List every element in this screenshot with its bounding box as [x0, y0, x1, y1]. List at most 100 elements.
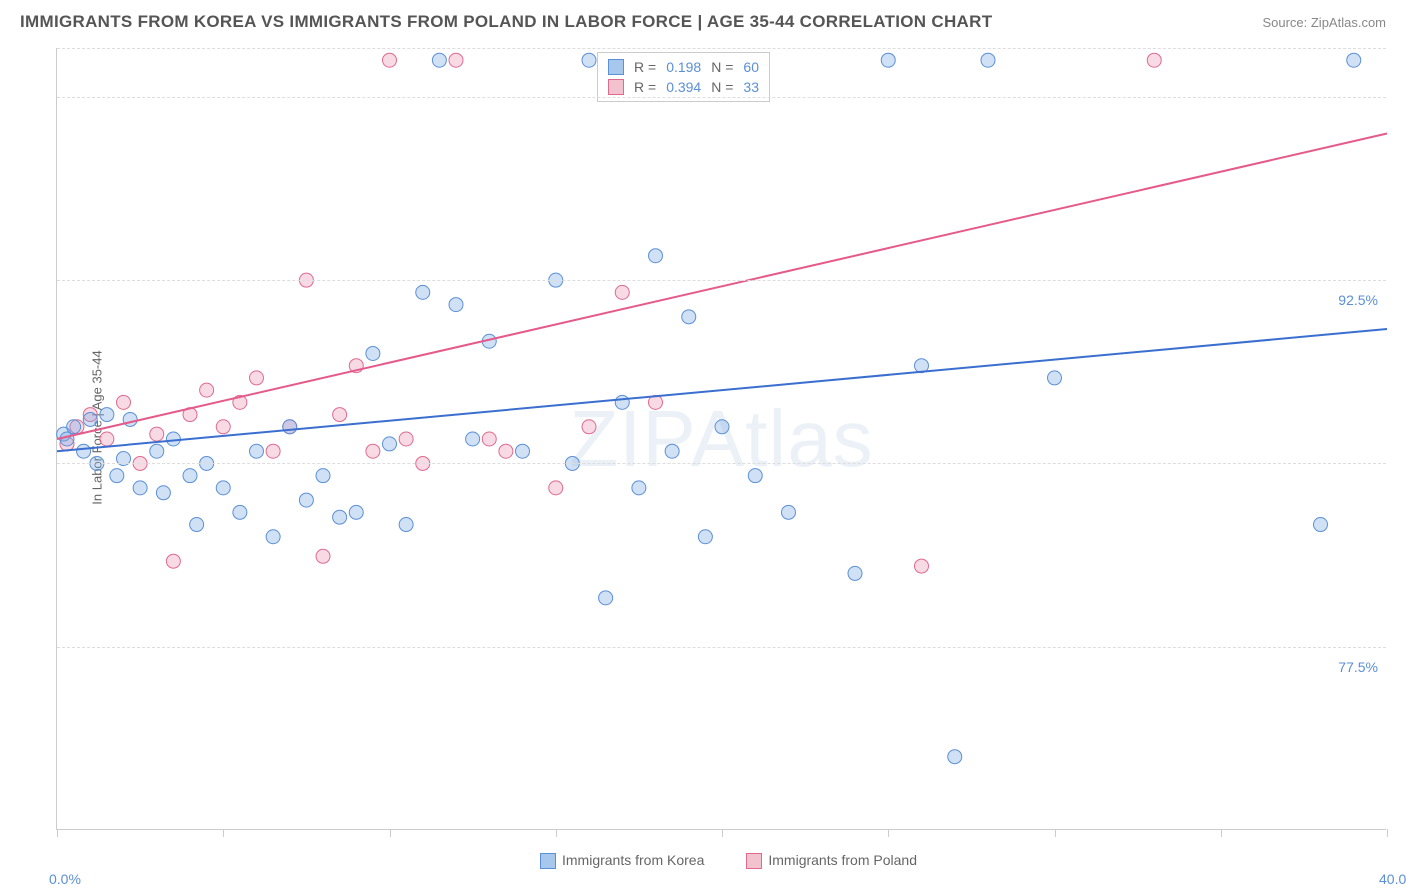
- legend-item: Immigrants from Korea: [526, 852, 704, 868]
- x-tick: [57, 829, 58, 837]
- gridline-h: [57, 48, 1386, 49]
- x-tick-label: 0.0%: [49, 871, 81, 887]
- scatter-point-poland: [615, 285, 629, 299]
- scatter-point-korea: [349, 505, 363, 519]
- x-tick: [722, 829, 723, 837]
- n-value: 60: [743, 59, 759, 75]
- scatter-point-korea: [881, 53, 895, 67]
- scatter-point-korea: [216, 481, 230, 495]
- scatter-point-poland: [499, 444, 513, 458]
- correlation-legend: R = 0.198 N = 60 R = 0.394 N = 33: [597, 52, 770, 102]
- scatter-point-poland: [383, 53, 397, 67]
- scatter-point-korea: [1048, 371, 1062, 385]
- scatter-point-korea: [582, 53, 596, 67]
- scatter-point-poland: [582, 420, 596, 434]
- scatter-point-korea: [183, 469, 197, 483]
- legend-row: R = 0.198 N = 60: [608, 57, 759, 77]
- scatter-point-poland: [266, 444, 280, 458]
- scatter-point-korea: [150, 444, 164, 458]
- legend-row: R = 0.394 N = 33: [608, 77, 759, 97]
- y-tick-label: 92.5%: [1338, 292, 1378, 308]
- scatter-point-poland: [1147, 53, 1161, 67]
- scatter-point-korea: [250, 444, 264, 458]
- scatter-point-korea: [233, 505, 247, 519]
- r-label: R =: [634, 59, 656, 75]
- scatter-point-korea: [83, 412, 97, 426]
- scatter-point-korea: [682, 310, 696, 324]
- scatter-point-korea: [516, 444, 530, 458]
- legend-swatch: [746, 853, 762, 869]
- r-value: 0.394: [666, 79, 701, 95]
- trendline-poland: [57, 134, 1387, 439]
- scatter-point-korea: [416, 285, 430, 299]
- scatter-point-korea: [366, 346, 380, 360]
- scatter-point-poland: [100, 432, 114, 446]
- scatter-point-korea: [748, 469, 762, 483]
- scatter-svg: [57, 48, 1386, 829]
- scatter-point-poland: [316, 549, 330, 563]
- gridline-h: [57, 280, 1386, 281]
- gridline-h: [57, 463, 1386, 464]
- scatter-point-poland: [482, 432, 496, 446]
- scatter-point-korea: [948, 750, 962, 764]
- x-tick: [1055, 829, 1056, 837]
- scatter-point-korea: [632, 481, 646, 495]
- chart-plot-area: ZIPAtlas R = 0.198 N = 60 R = 0.394 N = …: [56, 48, 1386, 830]
- scatter-point-korea: [466, 432, 480, 446]
- x-tick: [888, 829, 889, 837]
- x-tick: [223, 829, 224, 837]
- scatter-point-korea: [67, 420, 81, 434]
- r-value: 0.198: [666, 59, 701, 75]
- legend-swatch: [608, 59, 624, 75]
- n-value: 33: [743, 79, 759, 95]
- scatter-point-korea: [156, 486, 170, 500]
- chart-title: IMMIGRANTS FROM KOREA VS IMMIGRANTS FROM…: [20, 12, 992, 32]
- scatter-point-korea: [333, 510, 347, 524]
- scatter-point-korea: [166, 432, 180, 446]
- series-legend: Immigrants from Korea Immigrants from Pol…: [57, 852, 1386, 869]
- scatter-point-poland: [250, 371, 264, 385]
- scatter-point-korea: [1314, 518, 1328, 532]
- scatter-point-korea: [848, 566, 862, 580]
- scatter-point-poland: [449, 53, 463, 67]
- legend-swatch: [608, 79, 624, 95]
- source-label: Source: ZipAtlas.com: [1262, 15, 1386, 30]
- n-label: N =: [711, 79, 733, 95]
- scatter-point-korea: [266, 530, 280, 544]
- scatter-point-korea: [449, 298, 463, 312]
- scatter-point-korea: [399, 518, 413, 532]
- scatter-point-korea: [299, 493, 313, 507]
- legend-item: Immigrants from Poland: [732, 852, 917, 868]
- x-tick: [1221, 829, 1222, 837]
- scatter-point-poland: [200, 383, 214, 397]
- scatter-point-korea: [110, 469, 124, 483]
- r-label: R =: [634, 79, 656, 95]
- scatter-point-poland: [549, 481, 563, 495]
- scatter-point-poland: [333, 408, 347, 422]
- scatter-point-korea: [782, 505, 796, 519]
- scatter-point-korea: [383, 437, 397, 451]
- n-label: N =: [711, 59, 733, 75]
- x-tick: [1387, 829, 1388, 837]
- scatter-point-korea: [190, 518, 204, 532]
- legend-swatch: [540, 853, 556, 869]
- gridline-h: [57, 97, 1386, 98]
- scatter-point-korea: [599, 591, 613, 605]
- x-tick-label: 40.0%: [1379, 871, 1406, 887]
- scatter-point-korea: [665, 444, 679, 458]
- scatter-point-korea: [283, 420, 297, 434]
- scatter-point-poland: [216, 420, 230, 434]
- scatter-point-poland: [366, 444, 380, 458]
- scatter-point-poland: [399, 432, 413, 446]
- scatter-point-korea: [698, 530, 712, 544]
- scatter-point-korea: [615, 395, 629, 409]
- scatter-point-korea: [432, 53, 446, 67]
- y-tick-label: 77.5%: [1338, 659, 1378, 675]
- scatter-point-korea: [715, 420, 729, 434]
- scatter-point-poland: [117, 395, 131, 409]
- x-tick: [390, 829, 391, 837]
- scatter-point-korea: [133, 481, 147, 495]
- scatter-point-korea: [981, 53, 995, 67]
- scatter-point-korea: [77, 444, 91, 458]
- scatter-point-korea: [649, 249, 663, 263]
